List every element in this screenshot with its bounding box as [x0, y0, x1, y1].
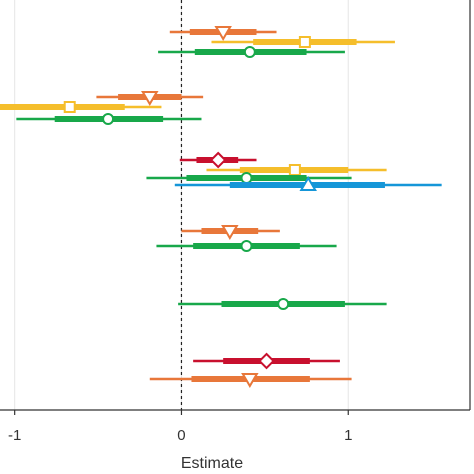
- estimate-row-0: [169, 26, 277, 41]
- plot-frame-group: [0, 0, 471, 411]
- x-axis-label: Estimate: [181, 455, 243, 472]
- point-estimate-8: [240, 172, 253, 184]
- estimate-row-1: [211, 36, 395, 48]
- x-tick-label-0: -1: [8, 427, 21, 444]
- point-estimate-4: [63, 101, 76, 113]
- estimate-row-11: [156, 240, 337, 252]
- point-estimate-5: [102, 113, 115, 125]
- estimate-row-4: [0, 101, 162, 113]
- x-tick-label-2: 1: [344, 427, 352, 444]
- estimate-row-5: [16, 113, 202, 125]
- point-estimate-6: [209, 151, 227, 169]
- estimate-row-14: [149, 373, 352, 388]
- point-estimate-2: [243, 46, 256, 58]
- estimate-row-3: [96, 91, 204, 106]
- point-estimate-11: [240, 240, 253, 252]
- point-estimate-13: [258, 352, 275, 370]
- estimate-row-9: [174, 176, 442, 191]
- x-tick-label-1: 0: [177, 427, 185, 444]
- point-estimate-1: [298, 36, 311, 48]
- estimate-row-10: [181, 225, 280, 240]
- estimate-rows: [0, 26, 442, 388]
- estimate-row-8: [146, 172, 352, 184]
- estimate-row-7: [206, 164, 387, 176]
- point-estimate-9: [299, 176, 317, 191]
- estimate-row-12: [178, 298, 387, 310]
- point-estimate-0: [214, 26, 232, 41]
- point-estimate-14: [241, 373, 259, 388]
- estimate-row-13: [193, 352, 340, 370]
- point-estimate-12: [277, 298, 290, 310]
- x-axis: -1 0 1: [8, 410, 352, 444]
- point-estimate-7: [288, 164, 301, 176]
- estimate-row-2: [158, 46, 345, 58]
- estimate-row-6: [179, 151, 257, 169]
- point-estimate-10: [221, 225, 239, 240]
- point-estimate-3: [141, 91, 159, 106]
